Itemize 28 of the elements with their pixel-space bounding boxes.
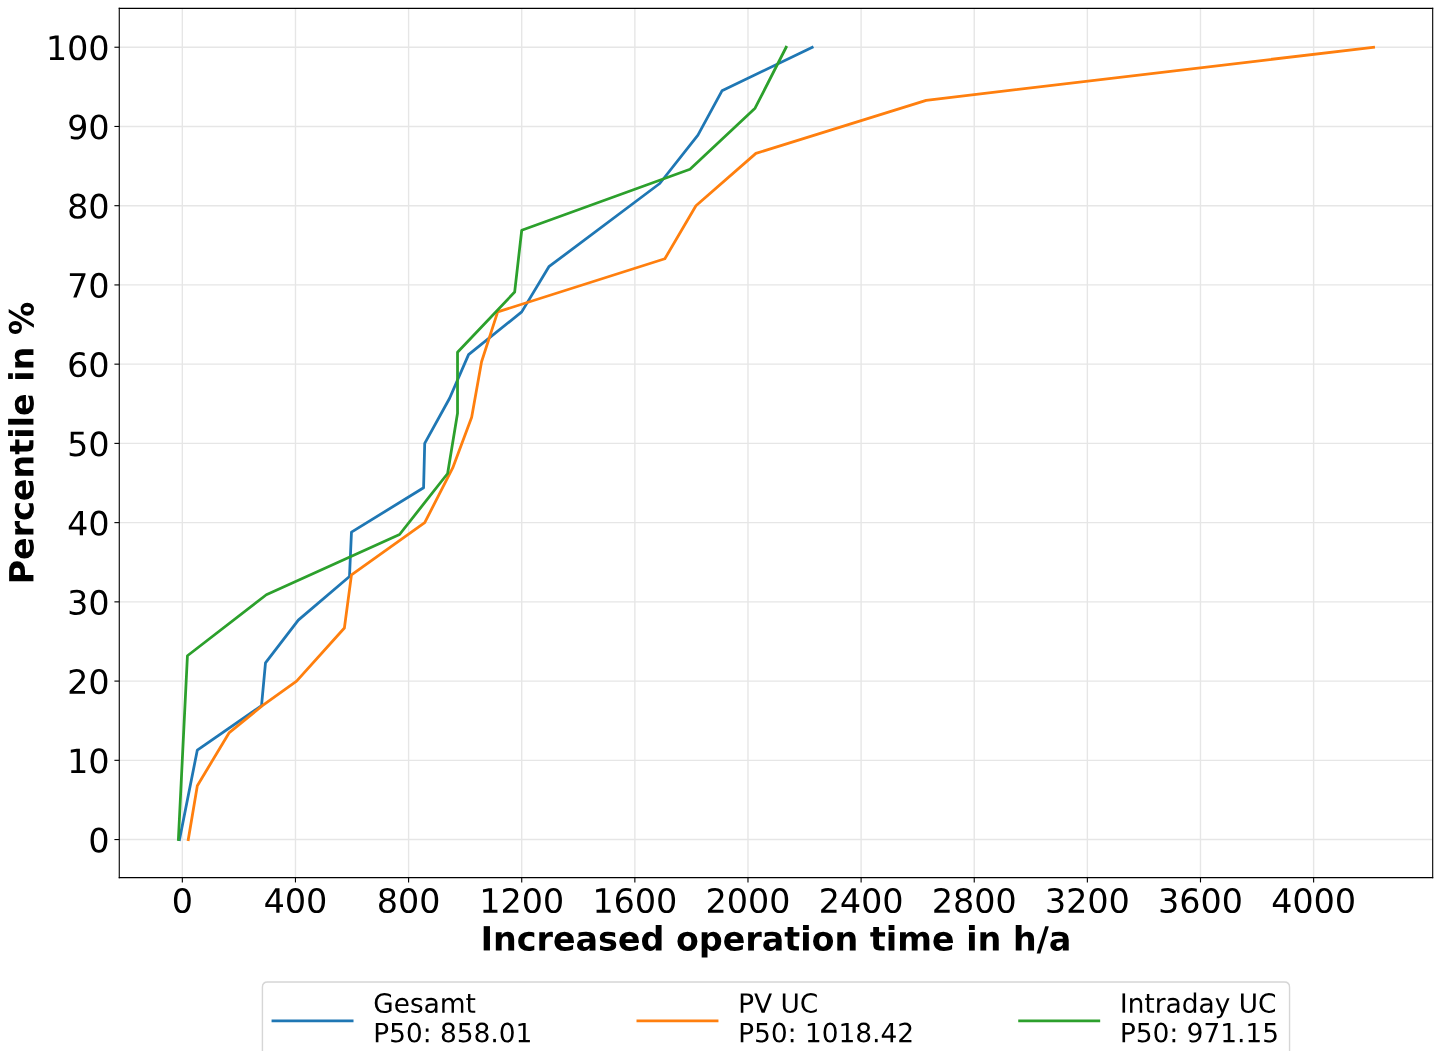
x-tick-label: 4000 [1272, 887, 1354, 914]
legend-label: Intraday UC P50: 971.15 [1122, 992, 1277, 1043]
x-tick-label: 2800 [934, 887, 1015, 914]
y-tick-label: 80 [69, 193, 108, 219]
y-tick-label: 20 [69, 669, 108, 695]
x-tick-label: 3600 [1160, 887, 1241, 914]
y-tick-label: 40 [68, 510, 108, 536]
y-tick-label: 100 [49, 35, 108, 61]
line-series [186, 45, 1375, 841]
y-tick-label: 90 [69, 114, 108, 140]
x-axis-title: Increased operation time in h/a [483, 925, 1069, 958]
x-tick-label: 2400 [821, 887, 902, 914]
y-tick-label: 30 [69, 589, 108, 615]
x-tick-label: 1200 [482, 887, 562, 914]
y-tick-label: 50 [69, 431, 108, 457]
y-tick-label: 70 [69, 272, 108, 299]
legend-label: PV UC P50: 1018.42 [740, 993, 912, 1043]
legend-label: Gesamt P50: 858.01 [374, 993, 530, 1043]
y-tick-label: 10 [70, 748, 108, 774]
x-tick-label: 1600 [596, 887, 676, 914]
y-tick-label: 60 [69, 352, 108, 378]
x-tick-label: 3200 [1047, 887, 1128, 914]
x-tick-label: 400 [265, 887, 326, 914]
y-axis-title: Percentile in % [8, 302, 34, 582]
x-tick-label: 2000 [708, 887, 789, 914]
x-tick-label: 0 [173, 887, 191, 914]
y-tick-label: 0 [90, 827, 108, 853]
x-tick-label: 800 [379, 887, 439, 914]
